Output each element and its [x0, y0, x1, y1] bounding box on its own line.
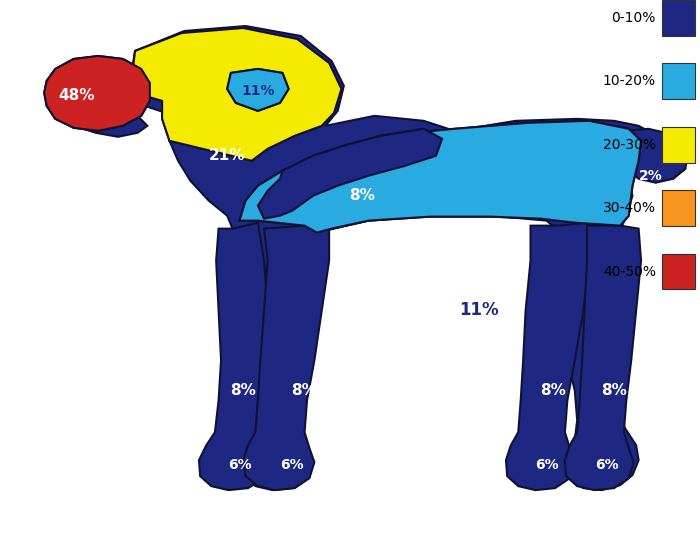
FancyBboxPatch shape — [662, 254, 695, 289]
Text: 11%: 11% — [241, 84, 274, 98]
Polygon shape — [228, 69, 288, 111]
Text: 10-20%: 10-20% — [603, 74, 656, 88]
Text: 8%: 8% — [601, 383, 627, 398]
Polygon shape — [243, 226, 329, 490]
FancyBboxPatch shape — [662, 127, 695, 163]
Polygon shape — [506, 223, 589, 490]
Polygon shape — [620, 129, 687, 182]
Text: 40-50%: 40-50% — [603, 264, 656, 279]
Text: 11%: 11% — [459, 301, 499, 320]
Text: 2%: 2% — [639, 169, 663, 182]
Polygon shape — [239, 121, 641, 233]
Polygon shape — [239, 121, 641, 233]
Polygon shape — [228, 69, 288, 111]
Text: 6%: 6% — [535, 458, 559, 472]
FancyBboxPatch shape — [662, 0, 695, 35]
Polygon shape — [132, 28, 342, 161]
Polygon shape — [132, 28, 342, 161]
Polygon shape — [565, 226, 641, 490]
FancyBboxPatch shape — [662, 190, 695, 226]
Polygon shape — [199, 223, 267, 490]
Polygon shape — [44, 56, 150, 131]
Polygon shape — [258, 129, 442, 218]
Text: 48%: 48% — [58, 88, 94, 103]
Text: 6%: 6% — [595, 458, 619, 472]
Text: 8%: 8% — [540, 383, 566, 398]
Text: 30-40%: 30-40% — [603, 201, 656, 215]
Polygon shape — [44, 56, 150, 131]
Text: 21%: 21% — [209, 148, 246, 163]
Text: 0-10%: 0-10% — [612, 11, 656, 25]
Polygon shape — [258, 129, 442, 218]
Polygon shape — [47, 26, 685, 490]
Text: 6%: 6% — [228, 458, 251, 472]
Text: 8%: 8% — [349, 188, 375, 203]
Text: 6%: 6% — [281, 458, 304, 472]
FancyBboxPatch shape — [662, 63, 695, 99]
Text: 20-30%: 20-30% — [603, 138, 656, 152]
Text: 8%: 8% — [292, 383, 318, 398]
Text: 8%: 8% — [230, 383, 256, 398]
